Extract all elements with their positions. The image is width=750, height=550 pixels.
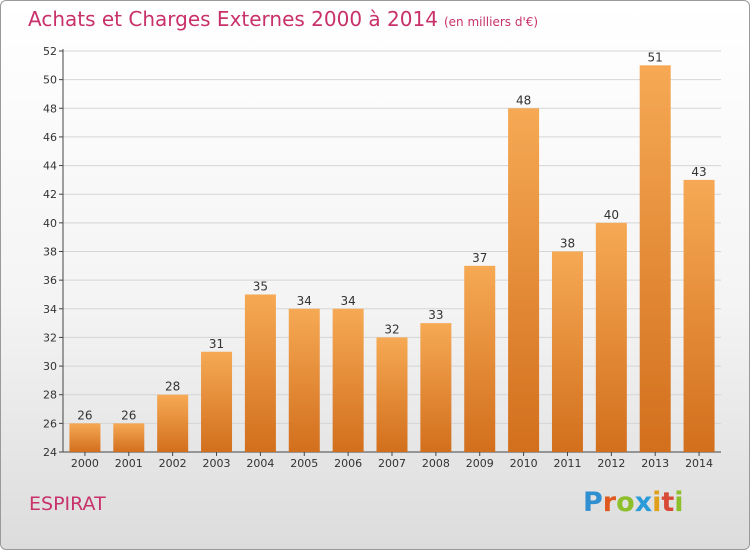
y-tick-label: 26: [43, 417, 57, 430]
data-label: 51: [648, 50, 663, 64]
commune-name: ESPIRAT: [29, 493, 106, 515]
x-tick-label: 2004: [246, 457, 274, 470]
data-label: 35: [253, 279, 268, 293]
data-label: 34: [340, 294, 355, 308]
bar-2002: [157, 394, 189, 452]
x-tick-label: 2003: [203, 457, 231, 470]
bar-2011: [551, 251, 583, 452]
y-tick-label: 36: [43, 274, 57, 287]
x-tick-label: 2011: [553, 457, 581, 470]
data-label: 37: [472, 251, 487, 265]
y-tick-label: 40: [43, 217, 57, 230]
data-labels: 26 26 28 31 35 34 34 32 33 37 48 38 40 51 43: [77, 50, 706, 422]
logo-letter: P: [583, 487, 603, 518]
bar-2001: [113, 423, 145, 452]
data-label: 38: [560, 237, 575, 251]
logo-letter: r: [602, 487, 617, 518]
logo-letter: i: [674, 487, 684, 518]
x-tick-label: 2010: [510, 457, 538, 470]
bar-2005: [288, 308, 320, 452]
logo-letter: o: [616, 487, 635, 518]
logo-letter: t: [661, 487, 675, 518]
bar-2006: [332, 308, 364, 452]
bar-2009: [464, 265, 496, 452]
bar-2008: [420, 323, 452, 452]
bar-2013: [639, 65, 671, 453]
bar-2012: [595, 222, 627, 452]
chart-subtitle: (en milliers d'€): [443, 15, 539, 29]
bar-2010: [508, 108, 540, 453]
data-label: 26: [121, 408, 136, 422]
y-tick-label: 24: [43, 446, 57, 459]
x-tick-label: 2000: [71, 457, 99, 470]
y-tick-label: 32: [43, 331, 57, 344]
y-tick-label: 28: [43, 389, 57, 402]
y-tick-label: 30: [43, 360, 57, 373]
y-tick-label: 42: [43, 188, 57, 201]
proxiti-logo: Proxiti: [583, 487, 684, 518]
logo-letter: x: [634, 487, 653, 518]
x-tick-label: 2006: [334, 457, 362, 470]
x-tick-label: 2005: [290, 457, 318, 470]
y-tick-label: 34: [43, 303, 57, 316]
y-tick-label: 52: [43, 45, 57, 58]
y-tick-label: 50: [43, 74, 57, 87]
y-tick-label: 48: [43, 102, 57, 115]
bar-2007: [376, 337, 408, 452]
bar-2014: [683, 179, 715, 452]
x-tick-label: 2007: [378, 457, 406, 470]
logo-letter: i: [652, 487, 662, 518]
bar-2003: [201, 351, 233, 452]
title-text: Achats et Charges Externes 2000 à 2014: [28, 7, 438, 31]
x-tick-label: 2002: [159, 457, 187, 470]
data-label: 33: [428, 308, 443, 322]
data-label: 28: [165, 380, 180, 394]
x-tick-label: 2009: [466, 457, 494, 470]
chart-title: Achats et Charges Externes 2000 à 2014 (e…: [28, 7, 538, 31]
bars: [69, 65, 715, 453]
data-label: 43: [691, 165, 706, 179]
bar-2004: [244, 294, 276, 452]
y-tick-label: 38: [43, 246, 57, 259]
x-tick-label: 2014: [685, 457, 713, 470]
data-label: 26: [77, 408, 92, 422]
x-tick-label: 2001: [115, 457, 143, 470]
bar-2000: [69, 423, 101, 452]
data-label: 32: [384, 322, 399, 336]
x-tick-label: 2013: [641, 457, 669, 470]
data-label: 31: [209, 337, 224, 351]
y-tick-label: 44: [43, 160, 57, 173]
data-label: 40: [604, 208, 619, 222]
x-tick-label: 2012: [597, 457, 625, 470]
data-label: 48: [516, 93, 531, 107]
y-tick-label: 46: [43, 131, 57, 144]
x-tick-label: 2008: [422, 457, 450, 470]
data-label: 34: [297, 294, 312, 308]
